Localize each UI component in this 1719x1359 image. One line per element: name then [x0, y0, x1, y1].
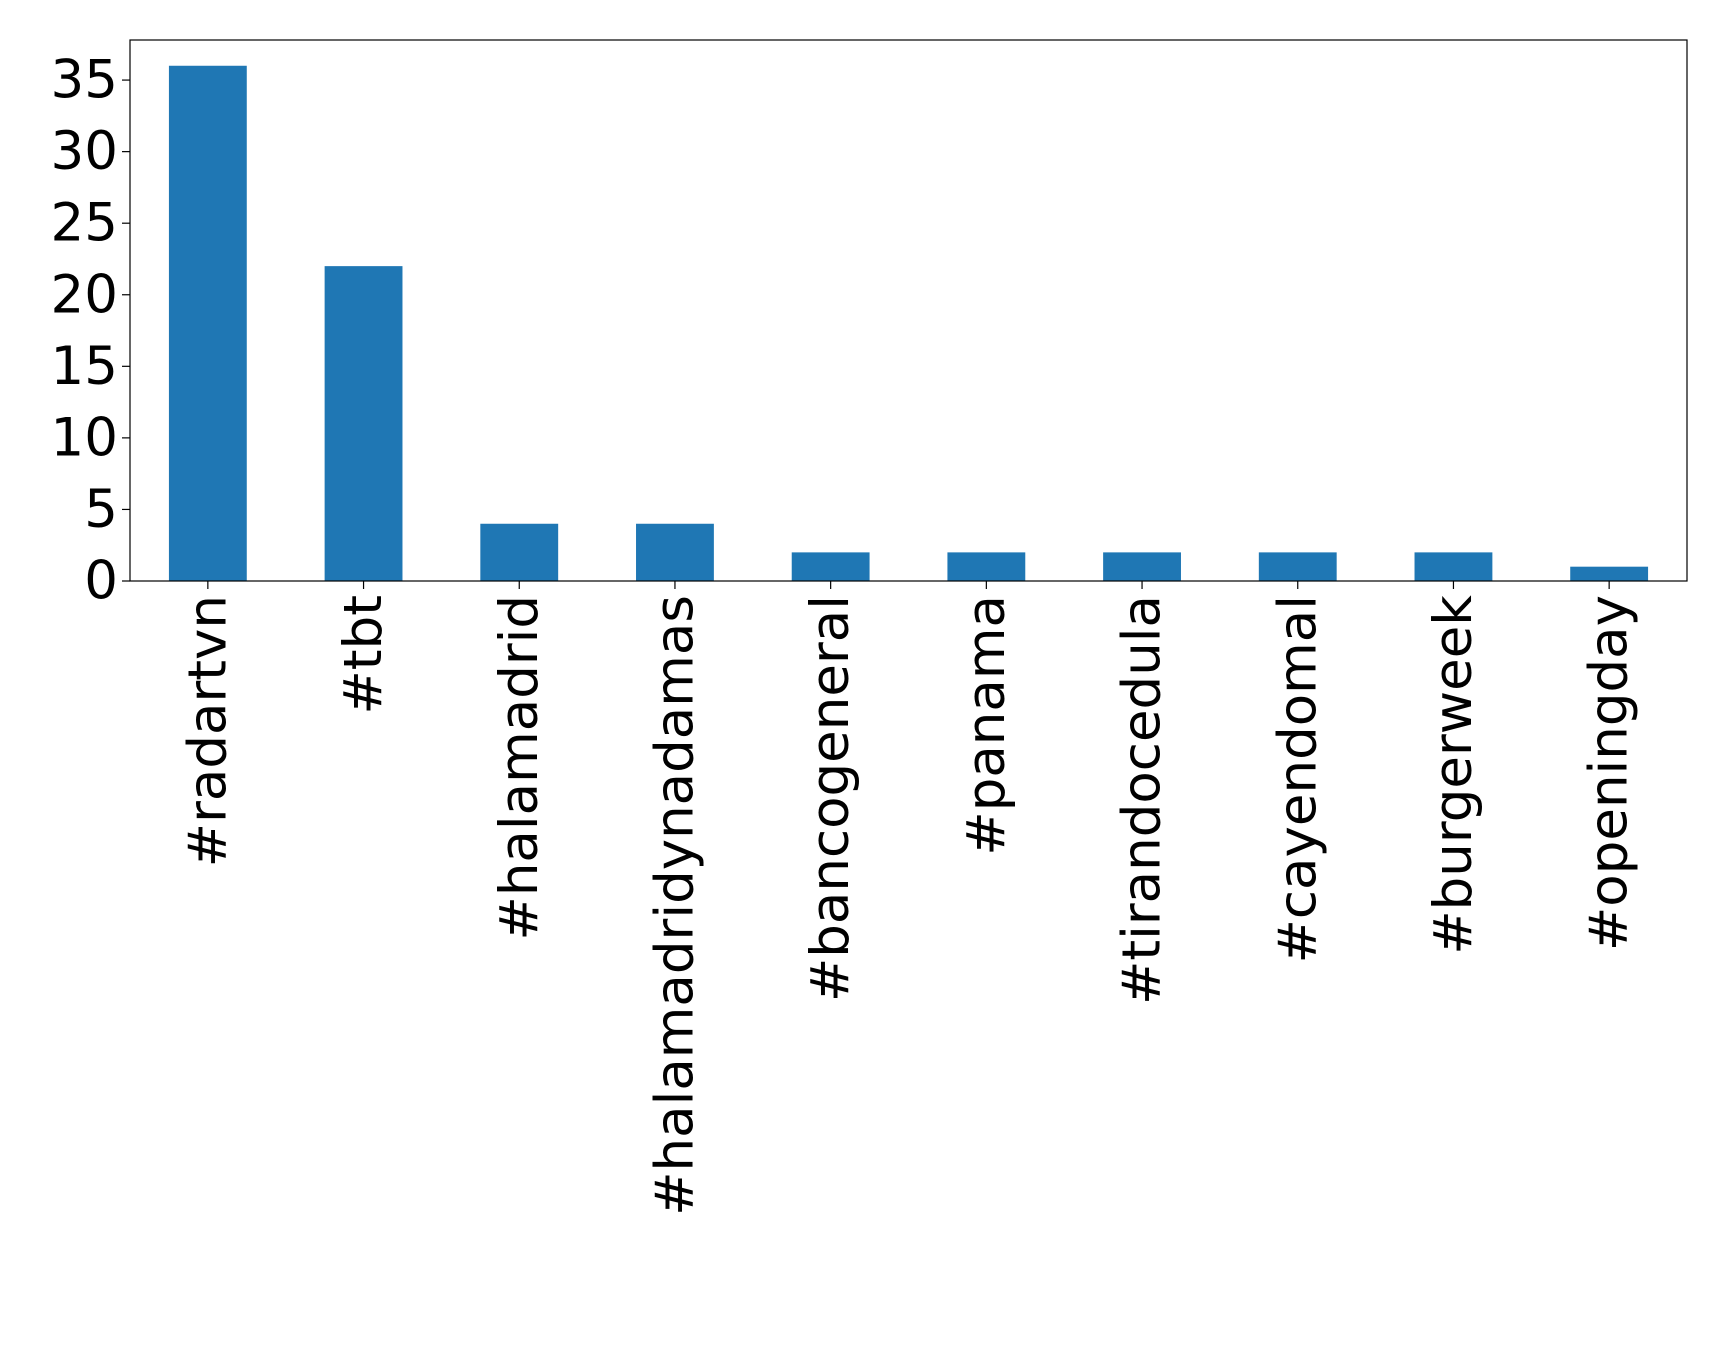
bar [947, 552, 1026, 581]
plot-frame [129, 39, 1688, 582]
x-tick-label: #tirandocedula [1112, 595, 1173, 1005]
x-tick-label: #panama [956, 595, 1017, 856]
bar [1414, 552, 1493, 581]
bar [168, 65, 247, 581]
x-tick-label: #openingday [1579, 595, 1640, 951]
y-tick-label: 25 [51, 193, 118, 254]
y-tick-label: 0 [84, 551, 118, 612]
bar [1570, 566, 1649, 581]
y-tick-label: 35 [51, 50, 118, 111]
x-tick-label: #bancogeneral [800, 595, 861, 1002]
x-tick-label: #radartvn [177, 595, 238, 867]
bar [791, 552, 870, 581]
bar [480, 523, 559, 581]
bar [324, 266, 403, 581]
y-tick-label: 10 [51, 407, 118, 468]
y-tick-label: 15 [51, 336, 118, 397]
bar [1103, 552, 1181, 581]
x-tick-label: #halamadrid [489, 595, 550, 941]
bar [636, 523, 714, 581]
y-tick-label: 5 [84, 479, 118, 540]
y-tick-label: 30 [51, 121, 118, 182]
x-tick-label: #tbt [333, 595, 394, 715]
x-tick-label: #halamadridynadamas [644, 595, 705, 1216]
y-tick-label: 20 [51, 264, 118, 325]
x-tick-label: #cayendomal [1267, 595, 1328, 964]
x-tick-label: #burgerweek [1423, 595, 1484, 955]
bar [1258, 552, 1337, 581]
